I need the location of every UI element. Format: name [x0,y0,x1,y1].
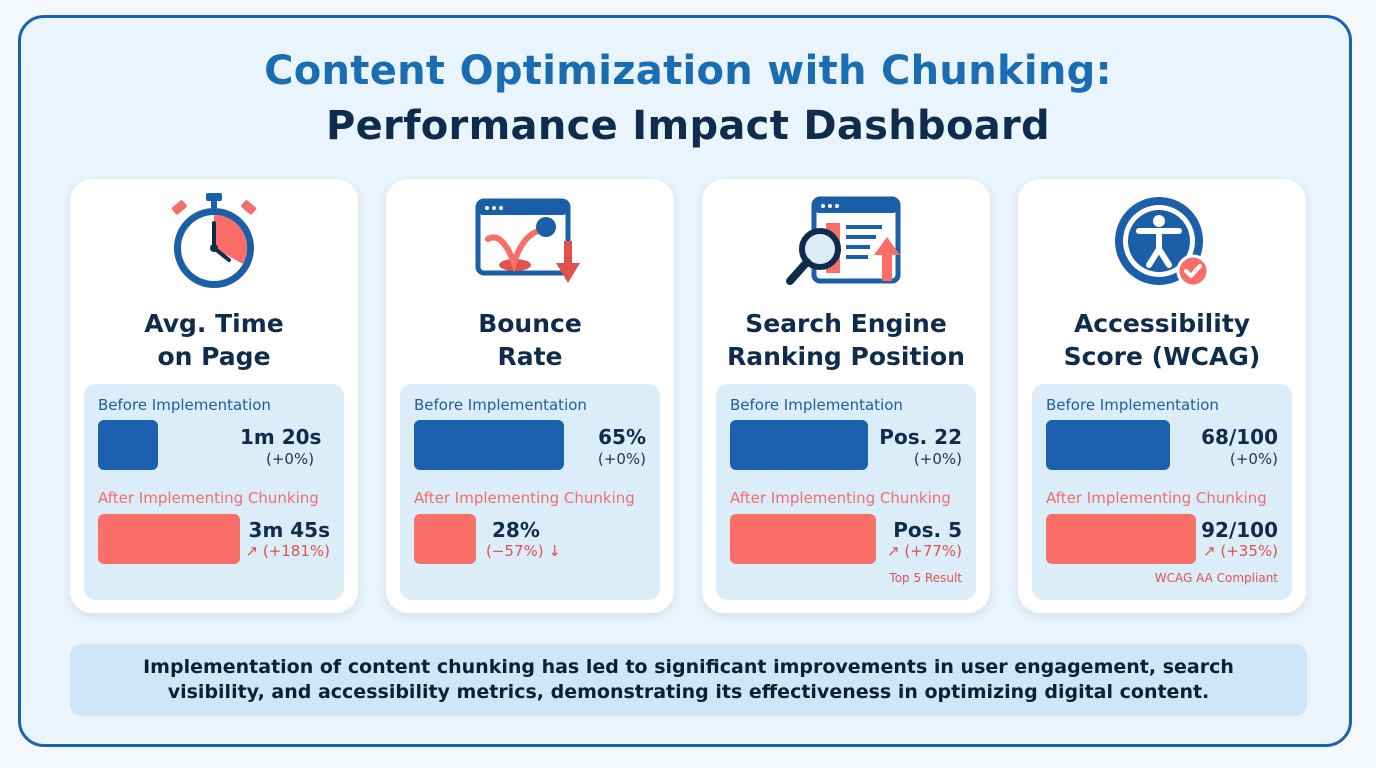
metric-card-time-on-page: Avg. Time on Page Before Implementation … [70,179,358,613]
page-title-line1: Content Optimization with Chunking: [264,48,1112,94]
metric-card-bounce-rate: Bounce Rate Before Implementation 65% (+… [386,179,674,613]
before-change: (+0%) [1229,450,1278,468]
summary-text: Implementation of content chunking has l… [143,656,1234,703]
accessibility-icon [1018,191,1306,291]
before-bar [730,420,868,470]
search-ranking-icon [702,191,990,291]
bounce-icon [386,191,674,291]
after-label: After Implementing Chunking [730,489,951,507]
before-bar [98,420,158,470]
before-bar [414,420,564,470]
comparison-panel: Before Implementation Pos. 22 (+0%) Afte… [716,384,976,600]
metric-title: Search Engine Ranking Position [702,307,990,373]
before-label: Before Implementation [414,396,587,414]
page-title-line2: Performance Impact Dashboard [326,103,1050,149]
metric-title-line2: Score (WCAG) [1063,342,1261,371]
metric-title-line1: Bounce [478,309,582,338]
before-change: (+0%) [913,450,962,468]
compliance-note: WCAG AA Compliant [1154,571,1278,585]
before-value: 65% [598,425,646,449]
metric-title-line1: Avg. Time [144,309,284,338]
metric-title-line2: Ranking Position [727,342,965,371]
stopwatch-icon [70,191,358,291]
summary-banner: Implementation of content chunking has l… [70,644,1307,716]
metric-title-line1: Accessibility [1073,309,1251,338]
metric-card-accessibility: Accessibility Score (WCAG) Before Implem… [1018,179,1306,613]
before-label: Before Implementation [730,396,903,414]
after-bar [414,514,476,564]
before-label: Before Implementation [98,396,271,414]
after-change: (−57%) ↓ [486,542,561,560]
after-value: 3m 45s [248,518,330,542]
metric-title: Accessibility Score (WCAG) [1018,307,1306,373]
before-value: 1m 20s [240,425,322,449]
metric-card-search-ranking: Search Engine Ranking Position Before Im… [702,179,990,613]
after-value: Pos. 5 [893,518,962,542]
metric-title-line2: on Page [157,342,271,371]
after-label: After Implementing Chunking [1046,489,1267,507]
after-change: ↗ (+77%) [887,542,962,560]
after-bar [1046,514,1196,564]
comparison-panel: Before Implementation 1m 20s (+0%) After… [84,384,344,600]
after-label: After Implementing Chunking [414,489,635,507]
before-change: (+0%) [266,450,315,468]
after-change: ↗ (+181%) [245,542,331,560]
metric-title-line1: Search Engine [745,309,947,338]
after-value: 28% [492,518,540,542]
before-value: Pos. 22 [879,425,962,449]
metric-title: Bounce Rate [386,307,674,373]
after-label: After Implementing Chunking [98,489,319,507]
after-bar [730,514,876,564]
before-value: 68/100 [1201,425,1278,449]
metric-title-line2: Rate [497,342,563,371]
before-label: Before Implementation [1046,396,1219,414]
comparison-panel: Before Implementation 65% (+0%) After Im… [400,384,660,600]
before-change: (+0%) [597,450,646,468]
comparison-panel: Before Implementation 68/100 (+0%) After… [1032,384,1292,600]
before-bar [1046,420,1170,470]
after-value: 92/100 [1201,518,1278,542]
after-change: ↗ (+35%) [1203,542,1278,560]
metric-title: Avg. Time on Page [70,307,358,373]
after-bar [98,514,240,564]
result-note: Top 5 Result [889,571,962,585]
